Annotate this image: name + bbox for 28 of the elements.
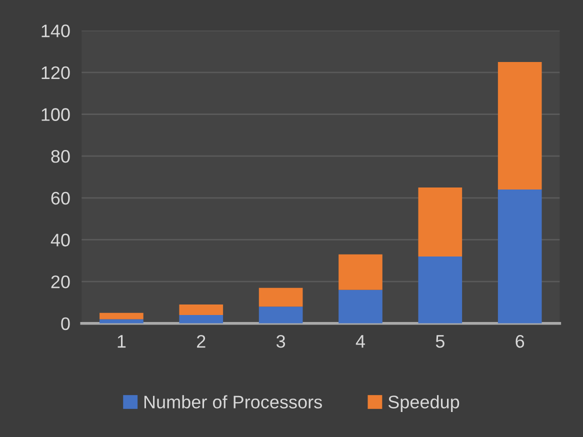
y-tick-label: 20: [51, 275, 70, 288]
y-tick-label: 80: [51, 150, 70, 163]
bar: [258, 288, 303, 307]
y-tick-label: 120: [42, 66, 70, 80]
x-tick-label: 6: [516, 334, 524, 348]
x-tick-label: 4: [356, 335, 365, 348]
bar: [258, 306, 303, 324]
bar: [179, 304, 224, 316]
bar: [338, 254, 382, 290]
x-tick-label: 2: [197, 334, 206, 348]
y-tick-label: 40: [50, 234, 70, 246]
bar: [498, 62, 542, 190]
bar: [100, 319, 144, 324]
y-tick-label: 0: [61, 317, 70, 330]
bar: [100, 312, 144, 320]
bar: [338, 290, 382, 324]
bar: [418, 256, 462, 324]
bar: [418, 187, 462, 256]
legend-label: Speedup: [388, 395, 460, 412]
y-tick-label: 60: [51, 192, 70, 205]
bar: [179, 315, 224, 324]
x-tick-label: 5: [436, 335, 444, 348]
y-tick-label: 140: [42, 24, 70, 38]
y-tick-label: 100: [42, 108, 70, 121]
x-tick-label: 3: [276, 334, 286, 348]
legend-label: Number of Processors: [144, 395, 322, 408]
x-tick-label: 1: [118, 335, 126, 348]
bar: [498, 190, 542, 324]
